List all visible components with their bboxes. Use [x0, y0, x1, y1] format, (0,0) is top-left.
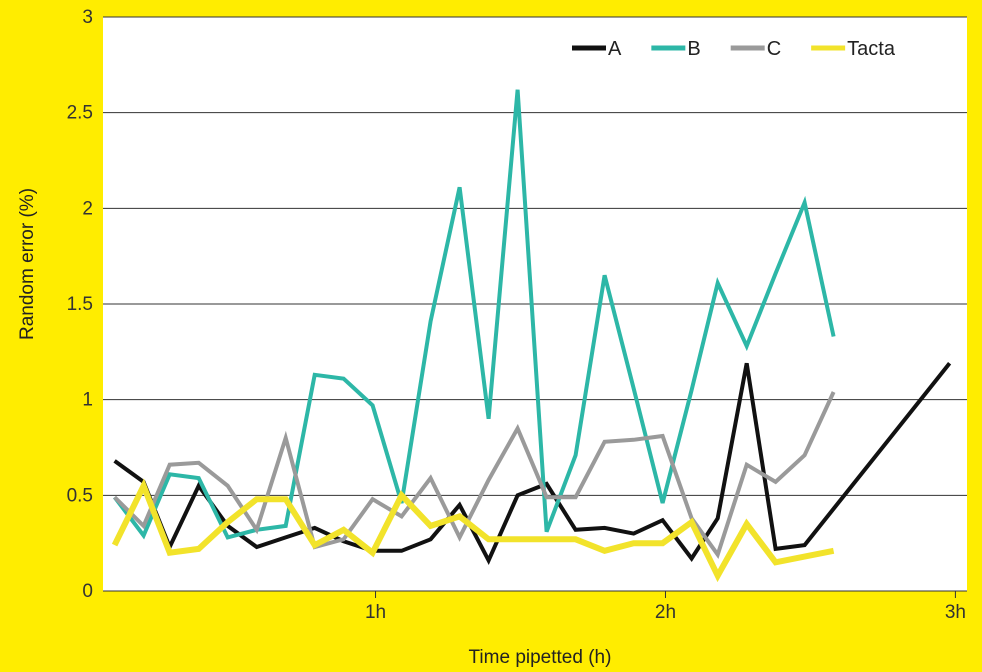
x-tick-label: 1h	[365, 602, 386, 623]
x-tick-label: 3h	[945, 602, 966, 623]
legend-label: Tacta	[847, 38, 896, 60]
legend: A B C Tacta	[572, 38, 896, 60]
series-line-c	[113, 391, 836, 559]
y-tick-label: 3	[82, 7, 93, 28]
legend-label: A	[608, 38, 622, 60]
series-line-b	[113, 89, 836, 540]
y-tick-label: 1.5	[67, 294, 93, 315]
axes: 0 0.5 1 1.5 2 2.5 3 1h 2h 3h	[67, 7, 967, 623]
legend-item-b: B	[651, 38, 701, 60]
y-tick-label: 2	[82, 198, 93, 219]
y-tick-label: 0.5	[67, 485, 93, 506]
legend-label: C	[767, 38, 781, 60]
x-axis-title: Time pipetted (h)	[469, 647, 612, 668]
legend-item-a: A	[572, 38, 622, 60]
series-line-a	[113, 362, 952, 565]
grid-lines	[103, 16, 967, 496]
series-line-tacta	[111, 478, 835, 583]
legend-item-tacta: Tacta	[811, 38, 896, 60]
y-tick-label: 2.5	[67, 103, 93, 124]
legend-label: B	[687, 38, 700, 60]
y-tick-label: 0	[82, 581, 93, 602]
y-tick-label: 1	[82, 390, 93, 411]
legend-item-c: C	[730, 38, 781, 60]
y-axis-title: Random error (%)	[17, 188, 38, 340]
x-tick-label: 2h	[655, 602, 676, 623]
series-lines	[111, 89, 952, 583]
